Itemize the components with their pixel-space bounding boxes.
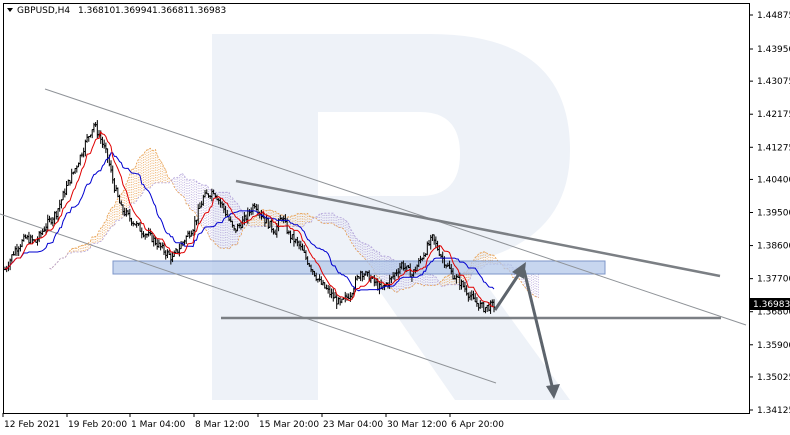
current-price-label: 1.36983 [753,300,790,310]
kijun-line [4,152,495,292]
arrowhead-up-icon [512,262,526,279]
time-tick-label: 12 Feb 2021 [4,420,60,430]
time-tick-label: 19 Feb 20:00 [68,420,127,430]
time-tick-label: 30 Mar 12:00 [387,420,447,430]
arrowhead-down-icon [546,384,560,399]
current-price-tag: 1.36983 [750,298,790,310]
price-tick-label: 1.44875 [757,11,790,21]
chart-header: GBPUSD,H4 1.36810 1.36994 1.36681 1.3698… [7,6,226,16]
time-tick-label: 15 Mar 20:00 [259,420,319,430]
close-value: 1.36983 [189,6,226,16]
price-tick-label: 1.38600 [757,242,790,252]
price-tick-label: 1.35900 [757,341,790,351]
tenkan-line [4,130,495,308]
plot-frame [3,3,750,414]
low-value: 1.36681 [152,6,189,16]
resistance-zone[interactable] [112,260,606,275]
price-axis: 1.44875 1.43950 1.43075 1.42175 1.41275 1.404… [749,11,790,416]
triangle-down-icon[interactable] [7,8,13,12]
price-tick-label: 1.36800 [757,308,790,318]
price-tick-label: 1.41275 [757,143,790,153]
price-tick-label: 1.43075 [757,77,790,87]
price-tick-label: 1.37700 [757,275,790,285]
price-tick-label: 1.35025 [757,373,790,383]
descending-trendline[interactable] [235,179,721,278]
time-axis: 12 Feb 2021 19 Feb 20:00 1 Mar 04:00 8 Mar … [2,413,504,430]
time-tick-label: 6 Apr 20:00 [451,420,504,430]
open-value: 1.36810 [78,6,115,16]
channel-upper-line[interactable] [44,88,747,326]
high-value: 1.36994 [115,6,152,16]
price-tick-label: 1.39500 [757,209,790,219]
channel-lower-line[interactable] [0,213,497,384]
price-tick-label: 1.40400 [757,175,790,185]
symbol-label: GBPUSD,H4 [17,6,70,16]
price-tick-label: 1.43950 [757,45,790,55]
forecast-arrow-down [522,269,555,391]
channel-lines [0,88,747,384]
time-tick-label: 23 Mar 04:00 [323,420,383,430]
price-tick-label: 1.34125 [757,406,790,416]
price-tick-label: 1.42175 [757,110,790,120]
time-tick-label: 1 Mar 04:00 [131,420,186,430]
forecast-arrows [493,262,560,399]
candles [3,120,496,314]
time-tick-label: 8 Mar 12:00 [195,420,250,430]
